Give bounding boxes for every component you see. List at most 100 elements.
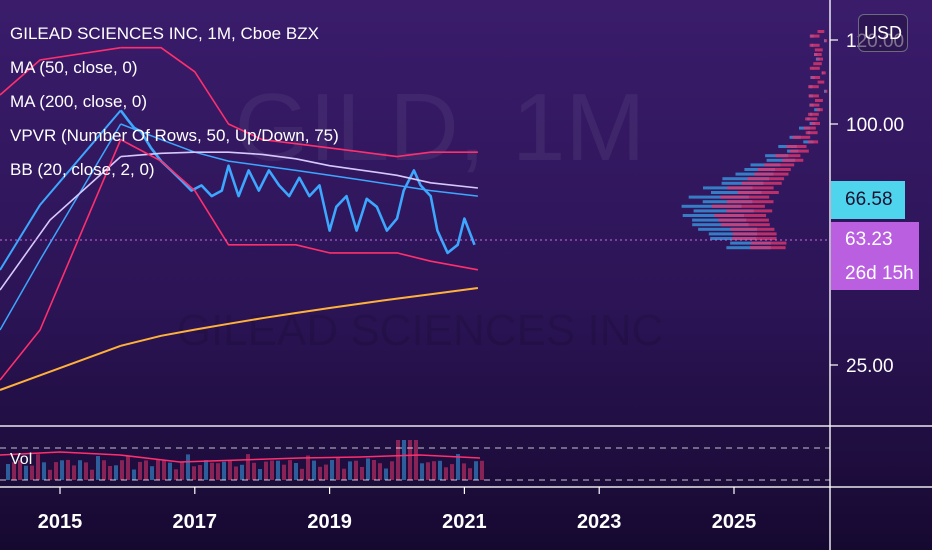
- last-price-tag: 63.23: [831, 222, 919, 258]
- legend-ma50[interactable]: MA (50, close, 0): [10, 58, 138, 77]
- volume-bar: [396, 440, 400, 480]
- volume-bar: [258, 469, 262, 480]
- series-line-2: [120, 151, 478, 189]
- volume-bar: [468, 468, 472, 480]
- vpvr-row-down: [805, 117, 818, 121]
- volume-bar: [246, 454, 250, 480]
- volume-bar: [48, 469, 52, 480]
- vpvr-row-up: [711, 191, 762, 194]
- volume-bar: [78, 460, 82, 480]
- vpvr-row-down: [817, 30, 825, 33]
- volume-bars: [0, 440, 484, 480]
- vpvr-row-down: [803, 126, 816, 130]
- volume-bar: [204, 460, 208, 480]
- volume-bar: [432, 461, 436, 480]
- volume-bar: [390, 461, 394, 480]
- vpvr-row-down: [714, 214, 767, 217]
- ma-value-tag: 66.58: [831, 181, 905, 219]
- volume-bar: [12, 462, 16, 480]
- volume-bar: [402, 440, 406, 480]
- vpvr-row-down: [815, 99, 823, 102]
- x-tick-label: 2021: [442, 511, 487, 533]
- countdown-tag: 26d 15h: [831, 258, 919, 290]
- volume-bar: [210, 462, 214, 480]
- vpvr-row-down: [814, 53, 822, 56]
- vpvr-row-up: [726, 246, 771, 250]
- volume-bar: [126, 456, 130, 480]
- vpvr-row-down: [816, 57, 823, 61]
- volume-bar: [360, 467, 364, 480]
- vpvr-row-down: [732, 237, 777, 240]
- volume-bar: [366, 458, 370, 480]
- series-line-1: [120, 123, 478, 197]
- series-line-4: [120, 138, 479, 271]
- volume-bar: [84, 462, 88, 480]
- vpvr-row-down: [811, 76, 821, 79]
- series-history-3: [0, 46, 121, 96]
- x-tick-label: 2019: [307, 511, 352, 533]
- volume-bar: [324, 464, 328, 480]
- volume-bar: [270, 460, 274, 480]
- vpvr-row-up: [735, 172, 774, 176]
- vpvr-row-down: [737, 191, 779, 194]
- volume-bar: [168, 462, 172, 480]
- vpvr-row-up: [698, 227, 757, 231]
- volume-bar: [192, 466, 196, 480]
- vpvr-row-down: [727, 186, 774, 190]
- volume-bar: [186, 454, 190, 480]
- volume-bar: [300, 468, 304, 480]
- volume-bar: [24, 465, 28, 480]
- x-tick-label: 2023: [577, 511, 622, 533]
- volume-bar: [222, 461, 226, 480]
- volume-bar: [36, 454, 40, 480]
- volume-bar: [474, 461, 478, 480]
- vpvr-row-down: [808, 140, 819, 144]
- vpvr-row-down: [721, 223, 770, 227]
- volume-bar: [294, 463, 298, 480]
- vpvr-row-down: [741, 181, 782, 185]
- vpvr-row-up: [730, 241, 771, 245]
- vpvr-row-down: [792, 135, 811, 139]
- volume-bar: [426, 462, 430, 480]
- volume-bar: [378, 463, 382, 480]
- volume-bar: [234, 466, 238, 480]
- volume-bar: [438, 460, 442, 480]
- volume-bar: [450, 464, 454, 480]
- vpvr-row-up: [681, 204, 742, 208]
- volume-bar: [30, 465, 34, 480]
- legend-bb[interactable]: BB (20, close, 2, 0): [10, 160, 155, 179]
- volume-bar: [102, 460, 106, 480]
- y-tick-label: 25.00: [846, 356, 894, 377]
- legend-title[interactable]: GILEAD SCIENCES INC, 1M, Cboe BZX: [10, 24, 319, 43]
- vpvr-row-down: [786, 145, 807, 148]
- vpvr-row-down: [809, 66, 820, 70]
- volume-bar: [228, 460, 232, 480]
- volume-bar: [354, 460, 358, 480]
- vpvr-row-down: [809, 43, 820, 47]
- legend-vpvr[interactable]: VPVR (Number Of Rows, 50, Up/Down, 75): [10, 126, 339, 145]
- vpvr-row-up: [722, 177, 769, 181]
- vpvr-row-down: [813, 62, 822, 66]
- vpvr-row-down: [718, 218, 769, 222]
- vpvr-row-up: [692, 223, 749, 227]
- vpvr-row-down: [821, 71, 826, 75]
- volume-bar: [384, 468, 388, 480]
- watermark-symbol: GILD, 1M: [235, 74, 646, 181]
- volume-ma: [0, 451, 481, 463]
- volume-label: Vol: [10, 451, 33, 468]
- volume-bar: [96, 456, 100, 480]
- volume-bar: [372, 460, 376, 480]
- volume-bar: [306, 455, 310, 480]
- vpvr-row-down: [817, 80, 825, 84]
- legend-ma200[interactable]: MA (200, close, 0): [10, 92, 148, 111]
- vpvr-row-down: [805, 131, 818, 135]
- volume-bar: [120, 460, 124, 480]
- volume-bar: [420, 463, 424, 480]
- vpvr-row-down: [750, 241, 787, 245]
- volume-bar: [132, 469, 136, 480]
- currency-button[interactable]: USD: [858, 14, 908, 52]
- volume-bar: [348, 461, 352, 480]
